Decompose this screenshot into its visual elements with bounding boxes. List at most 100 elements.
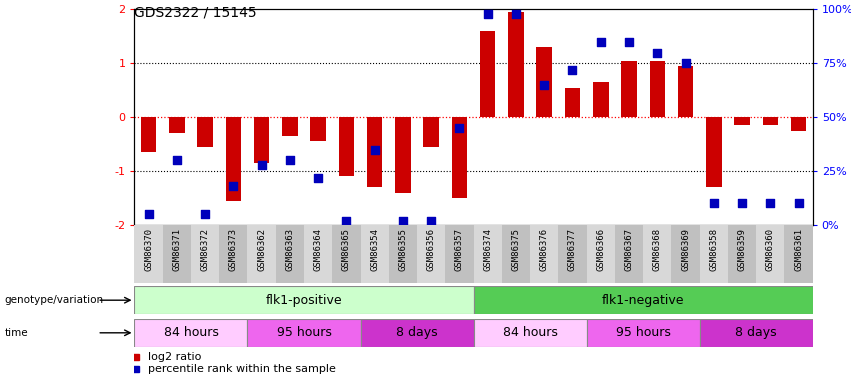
Text: GSM86369: GSM86369 (681, 228, 690, 271)
Text: 95 hours: 95 hours (616, 326, 671, 339)
Bar (508, 12, 523, 117)
Bar (649, 61, 665, 117)
Point (791, 200, 805, 206)
Text: GSM86366: GSM86366 (597, 228, 605, 271)
Text: GSM86372: GSM86372 (201, 228, 209, 271)
Point (226, 183, 240, 189)
Bar (361, 319, 473, 347)
Text: GSM86365: GSM86365 (342, 228, 351, 271)
Bar (140, 117, 157, 152)
Bar (558, 225, 586, 283)
Text: 95 hours: 95 hours (277, 326, 331, 339)
Point (594, 39, 608, 45)
Bar (791, 117, 807, 130)
Text: flk1-positive: flk1-positive (266, 294, 342, 307)
Bar (762, 117, 778, 125)
Bar (586, 225, 615, 283)
Text: GSM86354: GSM86354 (370, 228, 380, 271)
Bar (586, 319, 700, 347)
Bar (254, 117, 270, 163)
Text: GSM86370: GSM86370 (144, 228, 153, 271)
Text: 8 days: 8 days (397, 326, 438, 339)
Bar (445, 225, 473, 283)
Bar (671, 225, 700, 283)
Text: GSM86361: GSM86361 (794, 228, 803, 271)
Bar (361, 225, 389, 283)
Bar (480, 31, 495, 117)
Bar (367, 117, 382, 187)
Bar (191, 225, 220, 283)
Point (453, 125, 466, 131)
Bar (169, 117, 185, 134)
Text: genotype/variation: genotype/variation (4, 295, 103, 305)
Bar (424, 117, 439, 147)
Bar (706, 117, 722, 187)
Point (311, 175, 325, 181)
Bar (417, 225, 445, 283)
Bar (677, 66, 694, 117)
Text: GSM86357: GSM86357 (455, 228, 464, 271)
Text: GSM86376: GSM86376 (540, 228, 549, 271)
Text: GSM86374: GSM86374 (483, 228, 492, 271)
Bar (332, 225, 361, 283)
Bar (643, 225, 671, 283)
Point (368, 147, 381, 153)
Bar (565, 87, 580, 117)
Point (622, 39, 636, 45)
Text: GSM86362: GSM86362 (257, 228, 266, 271)
Bar (311, 117, 326, 141)
Bar (785, 225, 813, 283)
Bar (304, 225, 332, 283)
Bar (593, 82, 608, 117)
Point (396, 217, 409, 223)
Bar (502, 225, 530, 283)
Bar (197, 117, 213, 147)
Point (142, 211, 156, 217)
Point (679, 60, 693, 66)
Bar (389, 225, 417, 283)
Text: 8 days: 8 days (735, 326, 777, 339)
Text: GSM86377: GSM86377 (568, 228, 577, 271)
Bar (615, 225, 643, 283)
Text: log2 ratio: log2 ratio (148, 352, 202, 362)
Point (170, 158, 184, 164)
Text: GSM86355: GSM86355 (398, 228, 408, 271)
Text: flk1-negative: flk1-negative (602, 294, 684, 307)
Point (566, 67, 580, 73)
Text: GSM86358: GSM86358 (709, 228, 718, 271)
Point (425, 217, 438, 223)
Text: GSM86375: GSM86375 (511, 228, 521, 271)
Bar (134, 286, 473, 314)
Text: time: time (4, 328, 28, 338)
Text: GSM86364: GSM86364 (314, 228, 323, 271)
Bar (226, 117, 241, 201)
Text: GSM86367: GSM86367 (625, 228, 633, 271)
Text: GDS2322 / 15145: GDS2322 / 15145 (134, 6, 257, 20)
Bar (163, 225, 191, 283)
Point (538, 82, 551, 88)
Bar (728, 225, 757, 283)
Text: 84 hours: 84 hours (163, 326, 219, 339)
Text: GSM86371: GSM86371 (173, 228, 181, 271)
Point (481, 11, 494, 17)
Text: GSM86368: GSM86368 (653, 228, 662, 271)
Bar (757, 225, 785, 283)
Bar (283, 117, 298, 136)
Bar (339, 117, 354, 177)
Bar (530, 225, 558, 283)
Point (707, 200, 721, 206)
Bar (536, 47, 552, 117)
Bar (452, 117, 467, 198)
Text: GSM86360: GSM86360 (766, 228, 774, 271)
Bar (734, 117, 750, 125)
Bar (395, 117, 411, 193)
Bar (621, 61, 637, 117)
Bar (473, 319, 586, 347)
Point (254, 162, 268, 168)
Point (198, 211, 212, 217)
Point (340, 217, 353, 223)
Bar (134, 225, 163, 283)
Text: 84 hours: 84 hours (503, 326, 557, 339)
Bar (220, 225, 248, 283)
Point (763, 200, 777, 206)
